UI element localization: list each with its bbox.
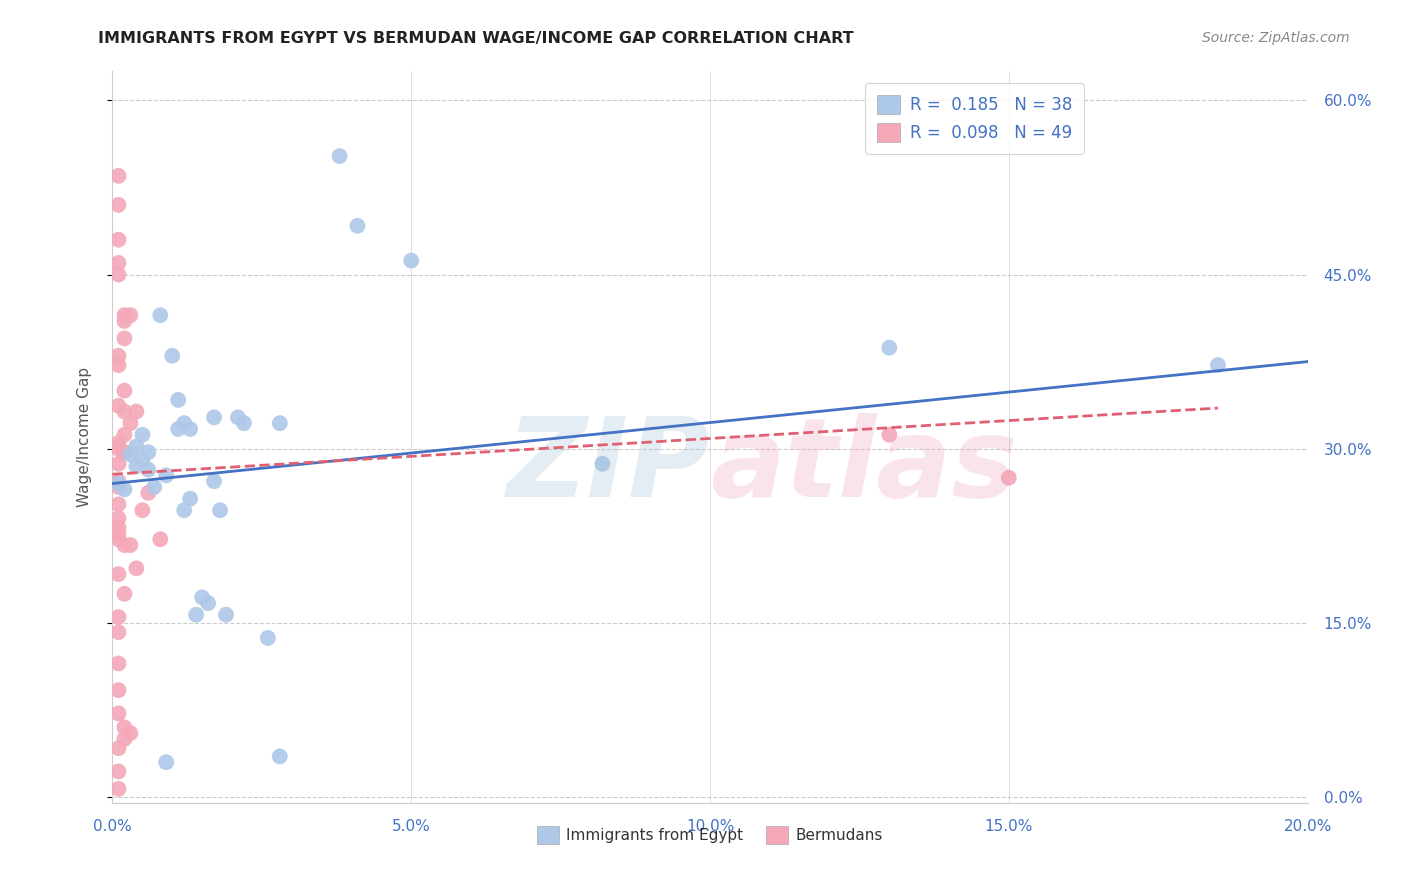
Point xyxy=(114,731,135,746)
Point xyxy=(107,268,129,282)
Point xyxy=(197,596,219,610)
Point xyxy=(107,436,129,450)
Point xyxy=(107,442,129,456)
Point xyxy=(179,491,201,506)
Point xyxy=(173,416,195,430)
Text: IMMIGRANTS FROM EGYPT VS BERMUDAN WAGE/INCOME GAP CORRELATION CHART: IMMIGRANTS FROM EGYPT VS BERMUDAN WAGE/I… xyxy=(98,31,853,46)
Point xyxy=(107,198,129,212)
Point xyxy=(114,384,135,398)
Point xyxy=(592,457,614,471)
Point xyxy=(1206,358,1229,372)
Point xyxy=(107,511,129,525)
Point xyxy=(162,349,183,363)
Point xyxy=(125,459,148,474)
Point xyxy=(107,169,129,183)
Point xyxy=(186,607,208,622)
Point xyxy=(167,422,190,436)
Point xyxy=(125,439,148,453)
Point xyxy=(114,538,135,552)
Point xyxy=(269,749,291,764)
Point xyxy=(107,657,129,671)
Point xyxy=(114,427,135,442)
Point xyxy=(107,399,129,413)
Point xyxy=(107,741,129,756)
Point xyxy=(401,253,423,268)
Text: atlas: atlas xyxy=(710,413,1018,520)
Point xyxy=(879,427,901,442)
Point xyxy=(107,476,129,491)
Point xyxy=(107,526,129,541)
Point xyxy=(114,483,135,497)
Point xyxy=(107,521,129,535)
Point xyxy=(138,485,160,500)
Point xyxy=(149,533,172,547)
Point xyxy=(233,416,256,430)
Point xyxy=(138,445,160,459)
Point xyxy=(202,410,225,425)
Point xyxy=(120,416,142,430)
Point xyxy=(107,625,129,640)
Y-axis label: Wage/Income Gap: Wage/Income Gap xyxy=(77,367,91,508)
Point xyxy=(107,781,129,796)
Point xyxy=(114,445,135,459)
Point xyxy=(179,422,201,436)
Point xyxy=(173,503,195,517)
Point xyxy=(269,416,291,430)
Point xyxy=(107,706,129,721)
Point xyxy=(114,314,135,328)
Point xyxy=(257,631,280,645)
Point xyxy=(215,607,238,622)
Point xyxy=(149,308,172,322)
Point xyxy=(155,468,177,483)
Point xyxy=(107,683,129,698)
Point xyxy=(125,561,148,575)
Point xyxy=(107,764,129,779)
Point xyxy=(107,358,129,372)
Point xyxy=(191,591,214,605)
Point xyxy=(107,457,129,471)
Point xyxy=(167,392,190,407)
Point xyxy=(120,448,142,462)
Point xyxy=(346,219,368,233)
Point xyxy=(120,538,142,552)
Point xyxy=(107,256,129,270)
Point xyxy=(998,471,1021,485)
Point xyxy=(114,308,135,322)
Point xyxy=(329,149,352,163)
Point xyxy=(879,341,901,355)
Point xyxy=(107,533,129,547)
Point xyxy=(131,427,153,442)
Point xyxy=(143,480,166,494)
Text: ZIP: ZIP xyxy=(506,413,710,520)
Point xyxy=(107,497,129,511)
Point xyxy=(114,404,135,418)
Point xyxy=(114,331,135,345)
Point xyxy=(120,308,142,322)
Point xyxy=(107,480,129,494)
Point xyxy=(107,474,129,488)
Point xyxy=(155,755,177,769)
Point xyxy=(138,462,160,476)
Point xyxy=(226,410,249,425)
Point xyxy=(209,503,232,517)
Point xyxy=(107,349,129,363)
Point xyxy=(125,404,148,418)
Point xyxy=(107,567,129,582)
Point xyxy=(114,720,135,734)
Point xyxy=(107,610,129,624)
Point xyxy=(120,726,142,740)
Point xyxy=(107,233,129,247)
Point xyxy=(202,474,225,488)
Text: Source: ZipAtlas.com: Source: ZipAtlas.com xyxy=(1202,31,1350,45)
Point xyxy=(131,453,153,467)
Point xyxy=(131,503,153,517)
Point xyxy=(114,587,135,601)
Legend: Immigrants from Egypt, Bermudans: Immigrants from Egypt, Bermudans xyxy=(531,820,889,850)
